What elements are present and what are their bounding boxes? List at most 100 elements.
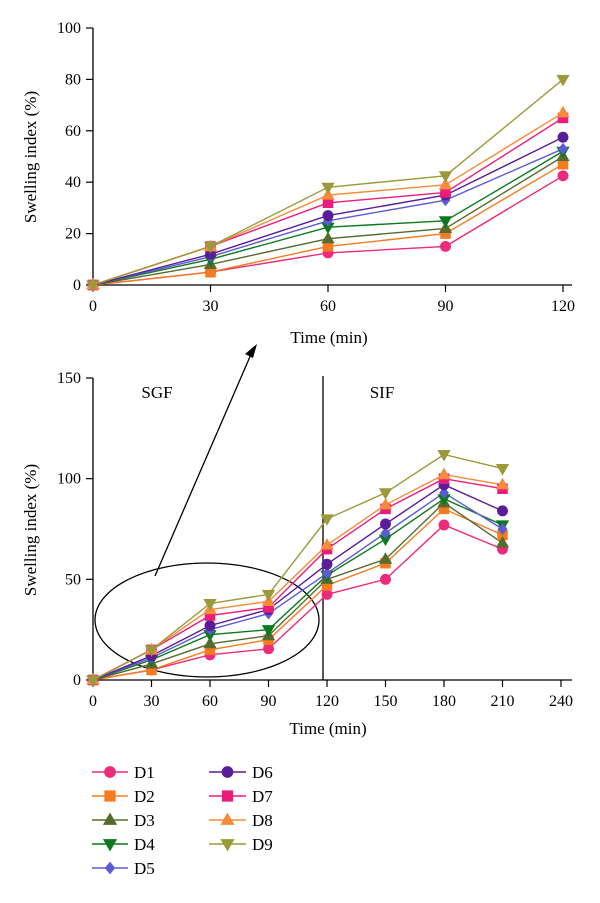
legend-marker-d5	[104, 861, 116, 875]
bottom-chart-ytick-label: 50	[65, 571, 81, 588]
legend-marker-d8	[220, 812, 235, 825]
bottom-chart: SGF SIF Swelling index (%) Time (min) 0 5…	[21, 344, 573, 738]
bottom-chart-series-line-d5	[92, 491, 503, 681]
top-chart-xtick-label: 90	[438, 298, 454, 315]
top-chart: Swelling index (%) Time (min) 0 20 40 60 80 1…	[21, 20, 575, 347]
bottom-chart-point-d8	[495, 477, 510, 490]
zoom-arrow-head	[245, 344, 257, 358]
top-chart-point-d2	[322, 241, 334, 252]
bottom-chart-xtick-label: 30	[144, 693, 160, 710]
top-chart-point-d2	[205, 266, 216, 278]
top-chart-xtick-label: 0	[89, 298, 97, 315]
top-chart-xlabel: Time (min)	[290, 328, 367, 347]
bottom-chart-point-d4	[203, 630, 217, 642]
top-chart-ytick-label: 0	[73, 277, 81, 294]
bottom-chart-point-d2	[146, 664, 157, 676]
bottom-chart-point-d9	[378, 488, 393, 500]
legend-label-d1: D1	[134, 763, 155, 782]
top-chart-point-d9	[556, 74, 570, 87]
bottom-chart-xtick-label: 150	[374, 693, 398, 710]
bottom-chart-point-d5	[380, 527, 391, 539]
top-chart-point-d9	[438, 171, 453, 183]
bottom-chart-xtick-label: 240	[549, 693, 573, 710]
top-chart-xtick-label: 120	[551, 298, 575, 315]
bottom-chart-xtick-label: 90	[261, 693, 277, 710]
legend-marker-d4	[102, 839, 118, 852]
top-chart-xtick-label: 30	[203, 298, 219, 315]
bottom-chart-point-d2	[321, 580, 333, 591]
bottom-chart-series-line-d8	[92, 473, 503, 681]
top-chart-point-d7	[440, 187, 451, 198]
legend-label-d3: D3	[134, 811, 155, 830]
legend-marker-d6	[221, 766, 234, 778]
bottom-chart-ytick-label: 150	[57, 370, 81, 387]
legend: D1 D2 D3 D4 D5 D6 D7 D8 D9	[92, 763, 273, 878]
bottom-chart-point-d8	[320, 538, 334, 550]
bottom-chart-point-d1	[321, 588, 333, 600]
bottom-chart-point-d9	[495, 464, 510, 476]
top-chart-point-d5	[558, 142, 568, 155]
legend-marker-d7	[221, 790, 234, 802]
bottom-chart-series-line-d1	[92, 524, 503, 681]
bottom-chart-point-d7	[204, 610, 216, 621]
bottom-chart-xtick-label: 0	[89, 693, 97, 710]
phase-label-sgf: SGF	[141, 383, 172, 402]
top-chart-ytick-label: 40	[65, 174, 81, 191]
bottom-chart-point-d6	[380, 518, 391, 530]
bottom-chart-point-d2	[438, 503, 450, 515]
top-chart-ytick-label: 100	[57, 20, 81, 37]
bottom-chart-point-d1	[380, 573, 391, 585]
bottom-chart-point-d1	[263, 643, 274, 655]
legend-label-d9: D9	[252, 835, 273, 854]
top-chart-ylabel: Swelling index (%)	[21, 91, 40, 223]
bottom-chart-point-d8	[378, 497, 393, 510]
top-chart-point-d9	[86, 280, 100, 292]
top-chart-point-d8	[438, 177, 453, 190]
bottom-chart-xtick-label: 120	[315, 693, 339, 710]
legend-label-d6: D6	[252, 763, 273, 782]
bottom-chart-point-d3	[495, 536, 510, 548]
bottom-chart-series-line-d7	[92, 477, 503, 681]
bottom-chart-point-d9	[261, 589, 276, 602]
top-chart-point-d9	[203, 241, 218, 254]
zoom-region-ellipse	[94, 562, 320, 678]
top-chart-point-d8	[556, 105, 570, 118]
top-chart-point-d4	[438, 216, 453, 228]
top-chart-point-d3	[321, 231, 335, 244]
bottom-chart-point-d1	[438, 519, 450, 531]
bottom-chart-point-d2	[497, 529, 508, 541]
bottom-chart-point-d9	[437, 449, 451, 462]
bottom-chart-point-d9	[320, 514, 334, 526]
legend-label-d7: D7	[252, 787, 273, 806]
bottom-chart-point-d5	[497, 523, 508, 535]
top-chart-point-d1	[440, 240, 451, 252]
bottom-chart-ylabel: Swelling index (%)	[21, 464, 40, 596]
bottom-chart-point-d8	[437, 467, 451, 480]
bottom-chart-point-d3	[378, 552, 393, 564]
legend-marker-d9	[220, 839, 235, 852]
bottom-chart-series-line-d2	[92, 508, 503, 681]
legend-label-d4: D4	[134, 835, 155, 854]
top-chart-ytick-label: 20	[65, 226, 81, 243]
top-chart-point-d1	[557, 170, 569, 182]
top-chart-point-d2	[557, 158, 569, 170]
top-chart-xtick-label: 60	[320, 298, 336, 315]
legend-marker-d2	[104, 790, 116, 802]
bottom-chart-point-d6	[497, 505, 508, 517]
top-chart-ytick-label: 80	[65, 71, 81, 88]
bottom-chart-xlabel: Time (min)	[289, 719, 366, 738]
phase-label-sif: SIF	[370, 383, 395, 402]
legend-label-d8: D8	[252, 811, 273, 830]
top-chart-point-d6	[322, 210, 334, 222]
top-chart-point-d7	[322, 197, 334, 209]
bottom-chart-point-d5	[322, 567, 332, 580]
bottom-chart-point-d9	[203, 598, 217, 611]
top-chart-point-d2	[440, 228, 451, 239]
zoom-arrow-line	[154, 351, 253, 577]
bottom-chart-ytick-label: 0	[73, 672, 81, 689]
bottom-chart-ytick-label: 100	[57, 471, 81, 488]
top-chart-point-d9	[321, 182, 335, 195]
bottom-chart-point-d6	[204, 620, 216, 632]
